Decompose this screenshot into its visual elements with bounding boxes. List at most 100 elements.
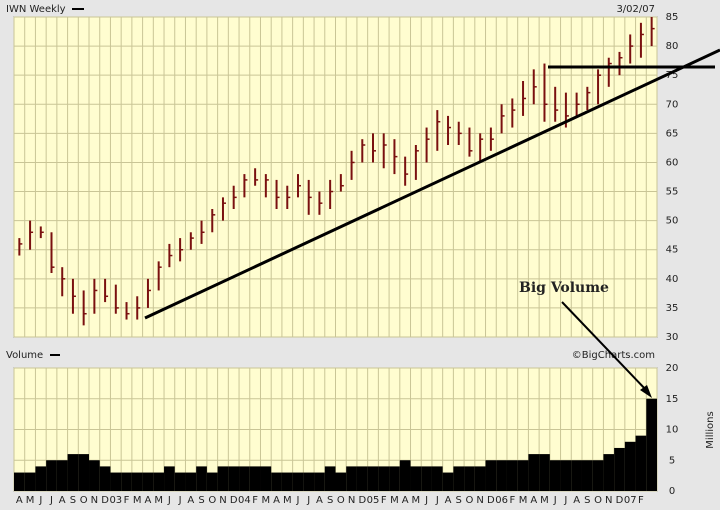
y-tick-label: 40 (666, 274, 679, 285)
volume-bar (442, 472, 454, 491)
volume-bar (56, 460, 68, 491)
x-tick-label: J (553, 495, 557, 506)
volume-bar (378, 466, 390, 491)
volume-bar (324, 466, 336, 491)
y-tick-label: 50 (666, 216, 679, 227)
volume-bar (153, 472, 165, 491)
volume-bar (196, 466, 207, 491)
x-tick-label: A (573, 495, 580, 506)
x-tick-label: 06 (495, 495, 508, 506)
x-tick-label: O (208, 495, 216, 506)
volume-title: Volume (6, 350, 43, 361)
volume-bar (206, 472, 218, 491)
volume-bar (549, 460, 561, 491)
volume-bar (421, 466, 432, 491)
x-tick-label: 04 (238, 495, 251, 506)
x-tick-label: J (178, 495, 182, 506)
volume-bar (474, 466, 486, 491)
date-label: 3/02/07 (616, 4, 655, 15)
volume-bar (592, 460, 604, 491)
x-tick-label: F (509, 495, 515, 506)
y-tick-label: 20 (666, 363, 679, 374)
trend-line (144, 48, 720, 320)
x-tick-label: O (466, 495, 474, 506)
x-tick-label: F (252, 495, 258, 506)
volume-bar (399, 460, 411, 491)
volume-bar (453, 466, 465, 491)
x-tick-label: 07 (624, 495, 637, 506)
x-tick-label: N (219, 495, 226, 506)
volume-bar (260, 466, 272, 491)
y-tick-label: 65 (666, 128, 679, 139)
x-tick-label: M (262, 495, 271, 506)
arrow-head (640, 385, 652, 398)
annotation: Big Volume (519, 280, 609, 296)
x-tick-label: M (390, 495, 399, 506)
y-tick-label: 15 (666, 394, 679, 405)
volume-bar (185, 472, 197, 491)
x-tick-label: M (283, 495, 292, 506)
x-tick-label: N (348, 495, 355, 506)
y-tick-label: 60 (666, 157, 679, 168)
volume-bar (303, 472, 315, 491)
x-tick-label: A (402, 495, 409, 506)
x-tick-label: M (133, 495, 142, 506)
x-tick-label: D (230, 495, 238, 506)
x-tick-label: A (316, 495, 323, 506)
x-tick-label: J (296, 495, 300, 506)
annotation-arrow (561, 301, 649, 393)
volume-bar (571, 460, 582, 491)
x-tick-label: F (381, 495, 387, 506)
volume-bar (367, 466, 379, 491)
x-tick-label: S (198, 495, 204, 506)
x-tick-label: M (154, 495, 163, 506)
x-tick-label: O (594, 495, 602, 506)
volume-bar (496, 460, 507, 491)
x-tick-label: D (616, 495, 624, 506)
x-tick-label: J (167, 495, 171, 506)
volume-bar (67, 454, 79, 491)
volume-bar (335, 472, 347, 491)
volume-bar (46, 460, 57, 491)
y-tick-label: 55 (666, 187, 679, 198)
volume-bar (174, 472, 186, 491)
x-tick-label: A (187, 495, 194, 506)
x-tick-label: S (70, 495, 76, 506)
y-tick-label: 0 (669, 486, 675, 497)
volume-bar (410, 466, 422, 491)
volume-bar (239, 466, 250, 491)
x-tick-label: J (435, 495, 439, 506)
y-tick-label: 10 (666, 425, 679, 436)
volume-bar (581, 460, 593, 491)
volume-bar (292, 472, 304, 491)
x-tick-label: D (487, 495, 495, 506)
x-tick-label: D (358, 495, 366, 506)
y-tick-label: 35 (666, 303, 679, 314)
x-tick-label: 03 (109, 495, 122, 506)
x-tick-label: S (456, 495, 462, 506)
x-tick-label: 05 (367, 495, 380, 506)
x-tick-label: D (101, 495, 109, 506)
volume-bar (539, 454, 550, 491)
x-tick-label: F (124, 495, 130, 506)
x-tick-label: M (519, 495, 528, 506)
x-tick-label: O (337, 495, 345, 506)
volume-bar (121, 472, 132, 491)
x-tick-label: A (445, 495, 452, 506)
volume-bar (603, 454, 615, 491)
x-tick-label: J (49, 495, 53, 506)
x-tick-label: A (273, 495, 280, 506)
volume-bar (99, 466, 111, 491)
x-tick-label: N (91, 495, 98, 506)
x-tick-label: S (584, 495, 590, 506)
volume-bar (142, 472, 154, 491)
volume-bar (517, 460, 529, 491)
volume-bar (528, 454, 540, 491)
x-tick-label: N (605, 495, 612, 506)
volume-bar (89, 460, 100, 491)
volume-bar (389, 466, 400, 491)
y-tick-label: 75 (666, 70, 679, 81)
x-tick-label: J (424, 495, 428, 506)
volume-bar (78, 454, 90, 491)
